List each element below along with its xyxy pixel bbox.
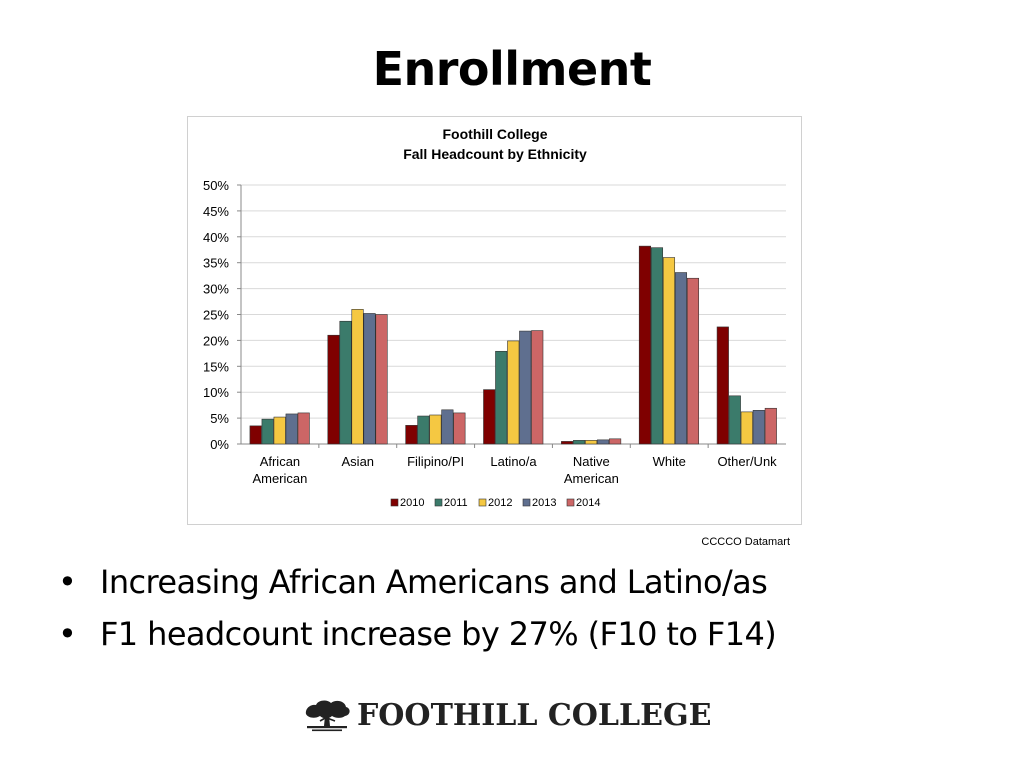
slide-title: Enrollment: [372, 42, 652, 96]
bar-2013-latino-a: [519, 330, 532, 445]
legend-label-2013: 2013: [532, 497, 556, 509]
legend-label-2012: 2012: [488, 497, 512, 509]
bar-2012-filipino-pi: [429, 414, 442, 445]
bar-2010-latino-a: [483, 389, 496, 445]
bar-2012-white: [662, 257, 676, 445]
bullet-text: Increasing African Americans and Latino/…: [100, 563, 768, 601]
bar-2011-native-american: [573, 440, 586, 445]
legend-swatch-2013: [522, 498, 531, 507]
y-tick-label: 15%: [203, 359, 229, 374]
legend-swatch-2011: [434, 498, 443, 507]
chart-area: Foothill College Fall Headcount by Ethnic…: [187, 116, 802, 525]
y-tick-label: 50%: [203, 178, 229, 193]
oak-tree-icon: [305, 700, 350, 732]
bullet-item: • F1 headcount increase by 27% (F10 to F1…: [58, 608, 777, 660]
bar-2014-other-unk: [764, 407, 777, 445]
x-tick-label: Latino/a: [490, 454, 537, 469]
bar-2014-white: [686, 277, 700, 445]
x-tick-label: Native: [573, 454, 610, 469]
y-tick-label: 0%: [210, 437, 229, 452]
bar-chart: Foothill College Fall Headcount by Ethnic…: [203, 126, 786, 509]
y-tick-label: 10%: [203, 385, 229, 400]
chart-title: Foothill College: [443, 126, 548, 142]
bar-2011-asian: [339, 320, 352, 445]
x-tick-label: White: [653, 454, 686, 469]
bar-2010-asian: [327, 334, 340, 445]
bullet-dot: •: [58, 615, 77, 653]
y-tick-label: 25%: [203, 308, 229, 323]
bar-2010-african-american: [249, 425, 262, 445]
bar-2013-other-unk: [752, 410, 765, 445]
bar-2011-african-american: [261, 418, 274, 445]
y-tick-label: 20%: [203, 333, 229, 348]
logo-text: FOOTHILL COLLEGE: [357, 697, 712, 733]
bar-2012-latino-a: [507, 340, 520, 445]
legend-swatch-2010: [390, 498, 399, 507]
bullet-text: F1 headcount increase by 27% (F10 to F14…: [100, 615, 777, 653]
bar-2012-asian: [351, 309, 364, 445]
legend-swatch-2012: [478, 498, 487, 507]
bar-2014-native-american: [609, 438, 622, 445]
y-tick-label: 35%: [203, 256, 229, 271]
x-tick-label: American: [564, 471, 619, 486]
bar-2013-asian: [363, 313, 376, 445]
bullet-list: • Increasing African Americans and Latino…: [58, 556, 777, 660]
bar-2013-filipino-pi: [441, 409, 454, 445]
bar-2010-native-american: [561, 441, 574, 445]
bar-2013-native-american: [597, 439, 610, 445]
bar-2013-white: [674, 272, 688, 445]
y-tick-label: 40%: [203, 230, 229, 245]
x-tick-label: African: [260, 454, 300, 469]
x-tick-label: Filipino/PI: [407, 454, 464, 469]
college-logo: FOOTHILL COLLEGE: [303, 694, 711, 736]
bar-2011-other-unk: [728, 395, 741, 445]
bar-2013-african-american: [285, 413, 298, 445]
bar-2014-african-american: [297, 412, 310, 445]
bar-2012-african-american: [273, 416, 286, 445]
bar-2014-asian: [375, 314, 388, 445]
source-label: CCCCO Datamart: [701, 536, 790, 548]
legend-label-2011: 2011: [444, 497, 468, 509]
bar-2010-other-unk: [716, 326, 729, 445]
x-tick-label: Asian: [342, 454, 375, 469]
bar-2014-latino-a: [531, 330, 544, 445]
bar-2014-filipino-pi: [453, 412, 466, 445]
bar-2012-native-american: [585, 440, 598, 445]
bar-2010-white: [638, 245, 652, 445]
y-tick-label: 30%: [203, 282, 229, 297]
x-tick-label: American: [252, 471, 307, 486]
legend-swatch-2014: [566, 498, 575, 507]
bullet-dot: •: [58, 563, 77, 601]
x-tick-label: Other/Unk: [717, 454, 777, 469]
bar-2012-other-unk: [740, 411, 753, 445]
chart-subtitle: Fall Headcount by Ethnicity: [403, 146, 587, 162]
bar-2011-white: [650, 247, 664, 445]
legend-label-2014: 2014: [576, 497, 600, 509]
y-tick-label: 45%: [203, 204, 229, 219]
bar-2011-filipino-pi: [417, 415, 430, 445]
legend-label-2010: 2010: [400, 497, 424, 509]
y-tick-label: 5%: [210, 411, 229, 426]
bar-2010-filipino-pi: [405, 425, 418, 445]
bullet-item: • Increasing African Americans and Latino…: [58, 556, 776, 608]
bar-2011-latino-a: [495, 350, 508, 445]
